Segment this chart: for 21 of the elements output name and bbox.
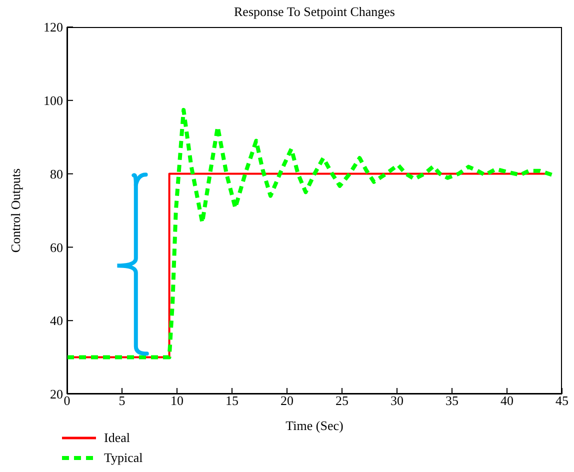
x-tick-label: 45 (556, 393, 568, 408)
y-axis-title: Control Outputs (8, 168, 23, 253)
y-tick-label: 40 (50, 313, 63, 328)
x-tick-label: 30 (390, 393, 404, 408)
chart-title: Response To Setpoint Changes (233, 4, 396, 20)
legend-label: Ideal (104, 430, 130, 446)
x-tick-label: 25 (336, 393, 348, 408)
y-tick-label: 80 (50, 166, 63, 182)
legend-label: Typical (104, 450, 143, 466)
y-tick-label: 60 (50, 240, 63, 255)
line-series (67, 108, 554, 360)
x-tick-label: 40 (500, 393, 514, 408)
y-tick-label: 100 (44, 93, 63, 108)
x-tick-label: 20 (280, 393, 294, 408)
x-axis-title: Time (Sec) (286, 418, 344, 433)
x-tick-label: 0 (64, 393, 70, 408)
x-tick-label: 5 (118, 393, 126, 408)
x-tick-label: 15 (226, 393, 238, 408)
y-tick-label: 120 (44, 20, 63, 35)
x-tick-label: 35 (446, 393, 458, 408)
x-tick-label: 10 (170, 393, 184, 408)
